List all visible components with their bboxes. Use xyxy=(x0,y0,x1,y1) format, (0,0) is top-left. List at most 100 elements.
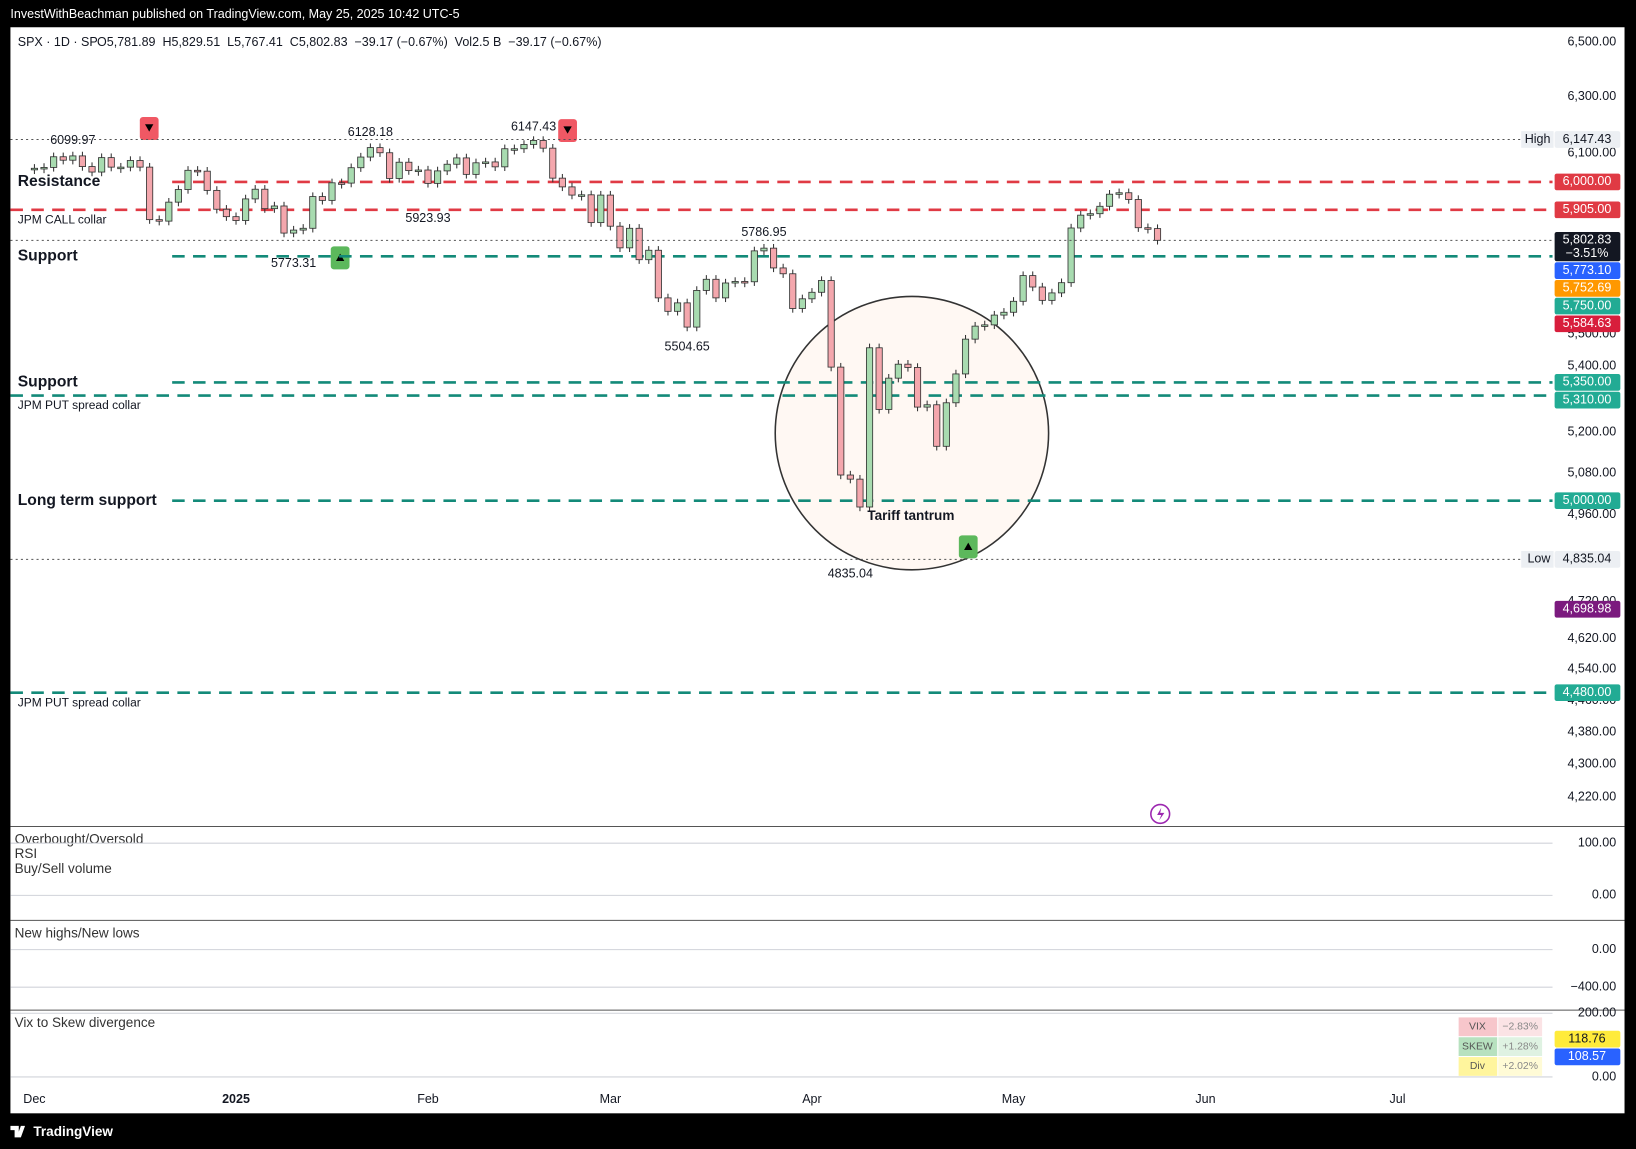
candle xyxy=(1019,275,1027,302)
candle xyxy=(779,267,787,275)
y-tick-label: 4,540.00 xyxy=(1567,662,1616,676)
candle xyxy=(616,225,624,249)
candle xyxy=(213,189,221,210)
table-cell xyxy=(1458,1037,1498,1057)
candle xyxy=(1134,199,1142,229)
candle xyxy=(654,249,662,299)
table-cell xyxy=(1498,1017,1543,1037)
candle xyxy=(520,144,528,150)
candle xyxy=(126,160,134,168)
price-badge xyxy=(1554,684,1621,702)
footer-bar xyxy=(0,1113,1636,1149)
table-text: SKEW xyxy=(1462,1041,1493,1052)
logo xyxy=(10,1125,26,1138)
candle xyxy=(462,157,470,175)
y-tick-label: −400.00 xyxy=(1571,979,1617,993)
candle xyxy=(251,188,259,200)
y-tick-label: 6,300.00 xyxy=(1567,89,1616,103)
price-badge xyxy=(1554,600,1621,618)
indicator-badge xyxy=(1554,1048,1621,1066)
price-badge-label: 5,310.00 xyxy=(1563,392,1612,406)
x-tick-label: Jun xyxy=(1195,1092,1215,1106)
y-tick-label: 5,080.00 xyxy=(1567,465,1616,479)
candle xyxy=(1105,193,1114,207)
y-tick-label: 6,500.00 xyxy=(1567,34,1616,48)
candle xyxy=(942,402,950,447)
candle xyxy=(568,186,576,196)
point-label: 5923.93 xyxy=(405,211,450,225)
level-label: JPM PUT spread collar xyxy=(18,695,141,709)
x-tick-label: May xyxy=(1002,1092,1026,1106)
candle xyxy=(952,373,960,404)
candle xyxy=(626,227,634,249)
badge-tag: Low xyxy=(1527,552,1551,566)
level-label: JPM CALL collar xyxy=(18,212,107,226)
candle xyxy=(923,404,931,408)
candle xyxy=(635,227,643,261)
price-badge-label: 5,750.00 xyxy=(1563,298,1612,312)
pane-title: New highs/New lows xyxy=(15,926,140,941)
price-badge xyxy=(1554,492,1621,510)
candle xyxy=(587,194,595,224)
candle xyxy=(280,205,288,234)
candle xyxy=(1067,227,1075,284)
candle xyxy=(808,291,816,300)
candle xyxy=(165,201,173,222)
candle xyxy=(366,147,374,158)
candle xyxy=(386,152,394,179)
candle xyxy=(30,167,38,171)
table-cell xyxy=(1458,1057,1498,1076)
candle xyxy=(1077,214,1085,229)
candle xyxy=(270,205,278,210)
candle xyxy=(894,363,902,379)
candle xyxy=(1057,282,1066,294)
indicator-badge xyxy=(1554,1030,1621,1048)
candle xyxy=(798,298,806,309)
candle xyxy=(434,170,442,184)
y-tick-label: 4,220.00 xyxy=(1567,790,1616,804)
candle xyxy=(606,194,614,227)
point-label: 5773.31 xyxy=(271,256,316,270)
x-tick-label: Feb xyxy=(417,1092,439,1106)
price-badge xyxy=(1554,201,1621,219)
candle xyxy=(1125,192,1133,200)
candle xyxy=(1144,227,1152,230)
price-badge-label: 5,802.83 xyxy=(1563,233,1612,247)
price-badge xyxy=(1554,551,1621,568)
candle xyxy=(702,278,710,291)
pane-title: RSI xyxy=(15,846,38,861)
symbol-info: SPX · 1D · SP xyxy=(18,35,98,49)
table-cell xyxy=(1458,1017,1498,1037)
price-badge-label: 5,905.00 xyxy=(1563,202,1612,216)
price-badge-label: 5,773.10 xyxy=(1563,263,1612,277)
candle xyxy=(904,363,912,368)
candle xyxy=(261,188,269,210)
price-badge-label: 4,480.00 xyxy=(1563,685,1612,699)
candle xyxy=(1096,205,1104,215)
lightning-icon[interactable] xyxy=(1150,803,1171,825)
candle xyxy=(357,156,365,169)
candle xyxy=(1038,286,1046,301)
candle xyxy=(1086,213,1094,216)
price-badge-label: 6,000.00 xyxy=(1563,174,1612,188)
y-tick-label: 5,400.00 xyxy=(1567,358,1616,372)
x-tick-label: Apr xyxy=(802,1092,821,1106)
ohlc-text: O5,781.89 H5,829.51 L5,767.41 C5,802.83 … xyxy=(97,35,601,49)
badge-tag: High xyxy=(1525,132,1551,146)
candle xyxy=(232,216,240,221)
candle xyxy=(1029,275,1037,288)
candle xyxy=(59,156,67,161)
candle xyxy=(405,161,413,172)
point-label: 5504.65 xyxy=(665,340,710,354)
badge-tag-bg xyxy=(1521,131,1554,148)
candle xyxy=(1009,300,1018,313)
candle xyxy=(664,297,672,312)
annotation-text: Tariff tantrum xyxy=(867,508,954,523)
y-tick-label: 0.00 xyxy=(1592,888,1616,902)
candle xyxy=(376,147,384,154)
candle xyxy=(578,194,586,197)
candle xyxy=(194,169,202,173)
candle xyxy=(856,478,864,508)
indicator-badge-label: 108.57 xyxy=(1568,1049,1606,1063)
